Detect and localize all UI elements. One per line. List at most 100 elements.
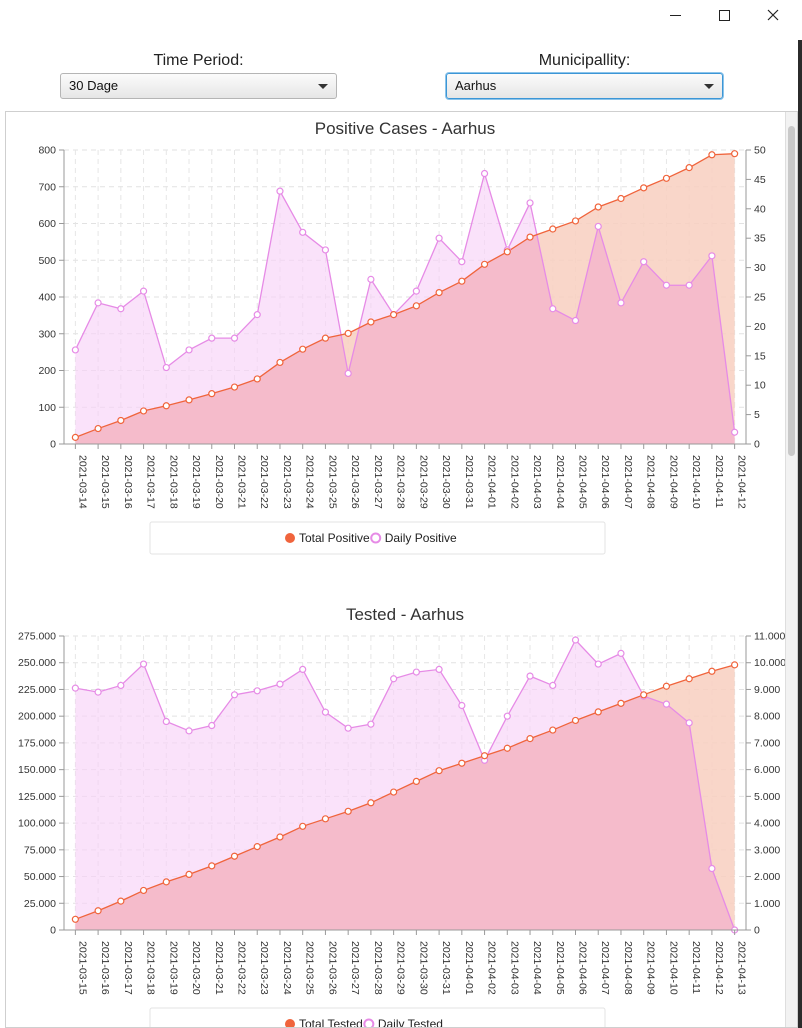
y-left-tick-label: 100	[38, 402, 56, 414]
minimize-icon	[669, 14, 681, 16]
vertical-scrollbar[interactable]	[785, 112, 797, 1027]
y-right-tick-label: 30	[754, 262, 766, 274]
window-titlebar	[0, 0, 802, 30]
x-tick-label: 2021-04-04	[554, 455, 566, 509]
municipality-select[interactable]: Aarhus	[446, 73, 723, 99]
x-tick-label: 2021-04-05	[554, 941, 566, 995]
y-right-tick-label: 0	[754, 439, 760, 451]
chart-2: Tested - Aarhus 0 25.000 50.000 75.000 100.00…	[18, 605, 786, 1027]
daily-point	[412, 287, 420, 295]
daily-point	[549, 305, 557, 313]
y-right-tick-label: 7.000	[754, 737, 780, 749]
daily-point	[571, 636, 580, 644]
y-left-tick-label: 200.000	[18, 711, 56, 723]
maximize-button[interactable]	[701, 0, 747, 30]
daily-point	[208, 721, 216, 730]
charts-canvas: Positive Cases - Aarhus01002003004005006…	[18, 119, 786, 1027]
x-tick-label: 2021-03-25	[304, 941, 316, 995]
total-point	[367, 799, 375, 807]
total-point	[117, 897, 125, 905]
x-tick-label: 2021-03-16	[99, 941, 111, 995]
daily-point	[185, 346, 193, 354]
y-left-tick-label: 0	[50, 925, 56, 937]
x-tick-label: 2021-03-21	[236, 455, 248, 509]
daily-point	[640, 258, 648, 266]
total-point	[708, 667, 716, 675]
x-tick-label: 2021-03-19	[190, 455, 202, 509]
x-tick-label: 2021-03-24	[281, 941, 293, 995]
x-tick-label: 2021-04-03	[531, 455, 543, 509]
x-tick-label: 2021-03-30	[417, 941, 429, 995]
y-left-tick-label: 25.000	[24, 898, 56, 910]
total-point	[526, 735, 534, 743]
overlap-area	[75, 664, 735, 930]
daily-point	[617, 649, 625, 657]
total-point	[139, 886, 148, 895]
total-point	[208, 390, 216, 398]
x-tick-label: 2021-03-23	[258, 941, 270, 995]
daily-point	[617, 299, 625, 307]
daily-point	[321, 246, 330, 254]
x-tick-label: 2021-03-15	[76, 941, 88, 995]
x-tick-label: 2021-04-12	[736, 455, 748, 509]
total-point	[662, 682, 671, 690]
y-right-tick-label: 20	[754, 321, 766, 333]
legend-total-marker	[285, 1019, 295, 1027]
daily-point	[94, 688, 102, 696]
total-point	[708, 151, 716, 159]
chart-legend: Total Tested Daily Tested	[149, 1007, 606, 1027]
total-point	[321, 815, 330, 823]
y-left-tick-label: 300	[38, 328, 56, 340]
municipality-value: Aarhus	[455, 78, 497, 93]
daily-point	[526, 672, 534, 680]
x-tick-label: 2021-04-07	[599, 941, 611, 995]
y-left-tick-label: 200	[38, 365, 56, 377]
x-tick-label: 2021-03-18	[167, 455, 179, 509]
total-point	[185, 396, 193, 404]
x-tick-label: 2021-04-11	[690, 941, 702, 994]
x-tick-label: 2021-04-07	[622, 455, 634, 509]
scrollbar-thumb[interactable]	[788, 126, 795, 456]
y-left-tick-label: 150.000	[18, 764, 56, 776]
y-right-tick-label: 3.000	[754, 844, 780, 856]
y-left-tick-label: 250.000	[18, 657, 56, 669]
daily-point	[662, 700, 671, 708]
time-period-select[interactable]: 30 Dage	[60, 73, 337, 99]
total-point	[139, 407, 148, 415]
y-left-tick-label: 175.000	[18, 737, 56, 749]
y-right-tick-label: 40	[754, 203, 766, 215]
x-tick-label: 2021-04-06	[599, 455, 611, 509]
daily-point	[685, 719, 693, 727]
legend-daily-marker	[370, 532, 382, 544]
x-tick-label: 2021-04-02	[486, 941, 498, 995]
close-button[interactable]	[750, 0, 796, 30]
x-tick-label: 2021-03-28	[372, 941, 384, 995]
total-point	[344, 329, 352, 337]
total-point	[435, 767, 443, 775]
x-tick-label: 2021-03-26	[349, 455, 361, 509]
total-point	[662, 174, 671, 182]
y-left-tick-label: 600	[38, 218, 56, 230]
x-tick-label: 2021-03-17	[122, 941, 134, 995]
x-tick-label: 2021-04-13	[736, 941, 748, 995]
x-tick-label: 2021-03-16	[122, 455, 134, 509]
x-tick-label: 2021-03-23	[281, 455, 293, 509]
total-point	[390, 311, 398, 319]
chart-title: Tested - Aarhus	[346, 605, 464, 624]
x-tick-label: 2021-04-10	[690, 455, 702, 509]
x-tick-label: 2021-04-01	[486, 455, 498, 509]
minimize-button[interactable]	[652, 0, 698, 30]
charts-scrollpane[interactable]: Positive Cases - Aarhus 0 100 200 300 400 500 6…	[5, 111, 798, 1028]
daily-point	[571, 316, 580, 325]
daily-point	[731, 428, 739, 436]
x-tick-label: 2021-03-25	[326, 455, 338, 509]
total-point	[71, 915, 79, 923]
total-line	[75, 664, 735, 920]
total-point	[230, 852, 239, 860]
x-tick-label: 2021-04-10	[667, 941, 679, 995]
total-point	[571, 716, 580, 725]
total-point	[685, 675, 693, 683]
y-right-tick-label: 9.000	[754, 684, 780, 696]
x-tick-label: 2021-03-22	[236, 941, 248, 995]
y-left-tick-label: 275.000	[18, 631, 56, 643]
